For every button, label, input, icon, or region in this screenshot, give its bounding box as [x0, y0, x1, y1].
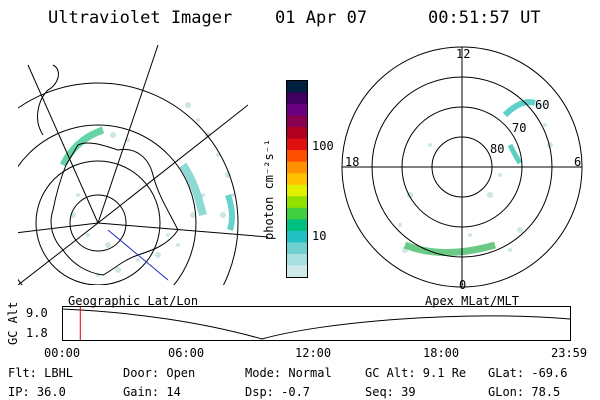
altitude-timeline [62, 306, 571, 341]
colorbar-stripe [287, 81, 307, 94]
mlt-label-6: 6 [574, 155, 582, 169]
colorbar-stripe [287, 115, 307, 128]
geographic-map [18, 45, 268, 285]
colorbar-stripe [287, 138, 307, 151]
ip-field: IP: 36.0 [8, 385, 66, 399]
colorbar-stripe [287, 196, 307, 209]
date-label: 01 Apr 07 [275, 8, 368, 28]
colorbar-stripe [287, 173, 307, 186]
timeline-ytick-9: 9.0 [26, 306, 48, 320]
colorbar-stripe [287, 265, 307, 278]
timeline-xtick-1200: 12:00 [295, 346, 332, 360]
colorbar-stripe [287, 230, 307, 243]
aurora-speckle-geo [70, 102, 235, 277]
mlat-ring-60: 60 [535, 98, 550, 112]
timeline-xtick-1800: 18:00 [423, 346, 460, 360]
flt-field: Flt: LBHL [8, 366, 74, 380]
timeline-ytick-1.8: 1.8 [26, 326, 48, 340]
glat-field: GLat: -69.6 [488, 366, 568, 380]
aurora-arc-geo-1 [59, 126, 105, 167]
door-field: Door: Open [123, 366, 196, 380]
timeline-xtick-0600: 06:00 [168, 346, 205, 360]
mlt-label-12: 12 [456, 47, 471, 61]
colorbar-stripe [287, 207, 307, 220]
colorbar-stripe [287, 127, 307, 140]
mlat-ring-70: 70 [512, 121, 527, 135]
colorbar-stripe [287, 104, 307, 117]
aurora-arc-geo-3 [225, 194, 236, 231]
mlt-label-18: 18 [345, 155, 360, 169]
colorbar-stripe [287, 253, 307, 266]
timeline-ylabel: GC Alt [6, 301, 20, 345]
time-label: 00:51:57 UT [428, 8, 541, 28]
mlt-label-0: 0 [459, 278, 467, 292]
aurora-speckle-mag [398, 102, 553, 253]
aurora-arc-mag-3 [403, 241, 496, 256]
glon-field: GLon: 78.5 [488, 385, 561, 399]
mlat-ring-80: 80 [490, 142, 505, 156]
colorbar-stripe [287, 242, 307, 255]
aurora-arc-mag-2 [507, 143, 523, 165]
magnetic-polar-plot [341, 46, 583, 288]
gain-field: Gain: 14 [123, 385, 181, 399]
colorbar-stripe [287, 184, 307, 197]
seq-field: Seq: 39 [365, 385, 416, 399]
instrument-title: Ultraviolet Imager [48, 8, 233, 28]
colorbar-stripe [287, 150, 307, 163]
colorbar-tick-100: 100 [312, 139, 334, 153]
timeline-xtick-2359: 23:59 [551, 346, 588, 360]
mode-field: Mode: Normal [245, 366, 332, 380]
colorbar-tick-10: 10 [312, 229, 327, 243]
geographic-label: Geographic Lat/Lon [68, 294, 199, 308]
colorbar [286, 80, 308, 278]
gc-alt-field: GC Alt: 9.1 Re [365, 366, 467, 380]
aurora-arc-mag-1 [502, 99, 536, 118]
colorbar-unit-label: photon cm⁻²s⁻¹ [262, 138, 276, 240]
dsp-field: Dsp: -0.7 [245, 385, 311, 399]
colorbar-stripe [287, 92, 307, 105]
colorbar-stripe [287, 161, 307, 174]
timeline-xtick-0000: 00:00 [44, 346, 81, 360]
apex-label: Apex MLat/MLT [425, 294, 519, 308]
coastline-north [37, 64, 59, 136]
colorbar-stripe [287, 219, 307, 232]
colorbar-gradient [287, 81, 307, 278]
aurora-arc-geo-2 [179, 162, 207, 216]
